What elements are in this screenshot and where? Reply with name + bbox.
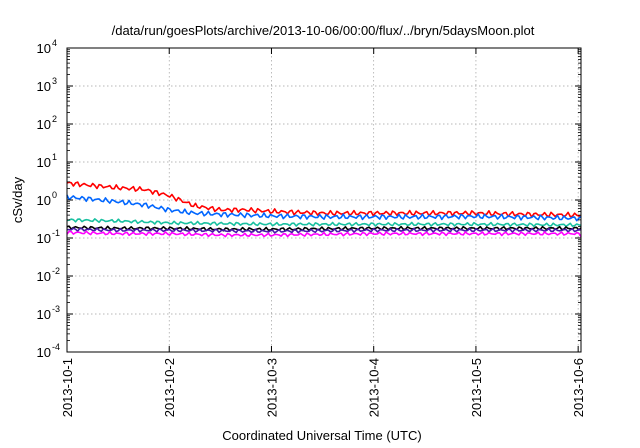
- y-tick-exponent: -4: [52, 342, 60, 352]
- y-tick-label: 10: [37, 193, 51, 208]
- y-tick-exponent: 3: [52, 76, 57, 86]
- y-tick-label: 10: [37, 41, 51, 56]
- y-tick-exponent: -3: [52, 304, 60, 314]
- y-tick-label: 10: [37, 345, 51, 360]
- y-tick-label: 10: [37, 231, 51, 246]
- tick-marks: [66, 47, 581, 353]
- x-tick-label: 2013-10-4: [367, 358, 382, 417]
- y-tick-label: 10: [37, 79, 51, 94]
- x-tick-labels: 2013-10-1 2013-10-2 2013-10-3 2013-10-4 2013…: [60, 358, 586, 417]
- y-axis-label: cSv/day: [10, 176, 25, 223]
- x-tick-label: 2013-10-1: [60, 358, 75, 417]
- y-tick-label: 10: [37, 155, 51, 170]
- series-lines: [66, 181, 582, 238]
- series-line: [66, 194, 582, 222]
- y-tick-exponent: 4: [52, 38, 57, 48]
- y-tick-exponent: 1: [52, 152, 57, 162]
- y-tick-exponent: -1: [52, 228, 60, 238]
- x-tick-label: 2013-10-6: [571, 358, 586, 417]
- y-tick-exponent: 0: [52, 190, 57, 200]
- chart-title: /data/run/goesPlots/archive/2013-10-06/0…: [112, 23, 535, 38]
- series-line: [66, 225, 582, 232]
- x-tick-label: 2013-10-5: [469, 358, 484, 417]
- x-tick-label: 2013-10-2: [162, 358, 177, 417]
- y-tick-label: 10: [37, 307, 51, 322]
- y-tick-exponent: -2: [52, 266, 60, 276]
- x-axis-label: Coordinated Universal Time (UTC): [222, 428, 421, 443]
- series-line: [66, 218, 582, 228]
- series-line: [66, 227, 582, 234]
- grid-lines: [67, 48, 581, 352]
- series-line: [66, 181, 582, 218]
- y-tick-label: 10: [37, 269, 51, 284]
- y-tick-exponent: 2: [52, 114, 57, 124]
- x-tick-label: 2013-10-3: [264, 358, 279, 417]
- series-line: [66, 230, 582, 238]
- y-tick-label: 10: [37, 117, 51, 132]
